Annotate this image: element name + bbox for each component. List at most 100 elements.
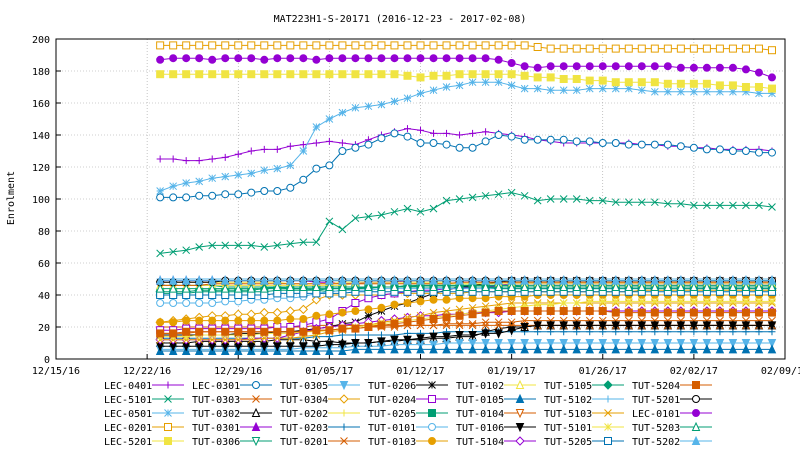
data-point: [715, 281, 725, 291]
data-point: [624, 281, 634, 291]
data-point: [221, 153, 229, 161]
data-point: [455, 81, 464, 90]
data-point: [455, 143, 464, 152]
legend-entry-tut-5101: TUT-5101: [544, 423, 624, 434]
data-point: [663, 308, 672, 317]
data-point: [767, 275, 777, 285]
data-point: [559, 44, 568, 53]
data-point: [416, 41, 425, 50]
legend-marker: [339, 394, 349, 404]
data-point: [221, 241, 230, 250]
data-point: [442, 275, 451, 285]
data-point: [663, 275, 673, 285]
legend-entry-tut-0105: TUT-0105: [456, 393, 536, 406]
data-point: [260, 55, 269, 64]
data-point: [286, 315, 295, 323]
data-point: [702, 44, 711, 53]
data-point: [754, 275, 764, 285]
data-point: [325, 275, 334, 285]
data-point: [247, 188, 256, 197]
legend-marker: [164, 409, 172, 417]
data-point: [702, 339, 712, 349]
data-point: [611, 198, 620, 207]
data-point: [768, 297, 776, 306]
data-point: [507, 132, 516, 141]
data-point: [208, 55, 217, 64]
data-point: [677, 297, 685, 306]
data-point: [325, 161, 334, 170]
data-point: [234, 316, 243, 325]
data-point: [311, 295, 322, 305]
data-point: [364, 331, 372, 339]
data-point: [429, 71, 438, 80]
data-point: [494, 70, 503, 79]
series-lec-0201: [156, 41, 776, 55]
data-point: [533, 275, 542, 285]
data-point: [260, 166, 269, 175]
data-point: [312, 238, 321, 247]
data-point: [703, 297, 711, 306]
legend-label: LEC-5101: [104, 395, 152, 406]
data-point: [611, 62, 620, 71]
data-point: [182, 299, 191, 307]
data-point: [169, 70, 178, 79]
data-point: [611, 344, 621, 354]
data-point: [481, 281, 490, 291]
legend-entry-tut-0106: TUT-0106: [456, 423, 536, 434]
data-point: [195, 316, 204, 325]
legend-label: TUT-0306: [192, 437, 240, 448]
data-point: [442, 319, 451, 328]
data-point: [546, 339, 555, 349]
data-point: [390, 41, 399, 50]
data-point: [650, 198, 659, 207]
data-point: [728, 281, 738, 291]
legend-marker: [692, 395, 700, 403]
legend-label: TUT-0205: [368, 409, 416, 420]
legend-entry-tut-0104: TUT-0104: [456, 409, 536, 420]
data-point: [663, 281, 673, 291]
legend-marker: [340, 409, 348, 417]
y-axis-label: Enrolment: [6, 171, 17, 225]
data-point: [220, 283, 230, 293]
data-point: [533, 135, 542, 144]
data-point: [598, 281, 608, 291]
data-point: [637, 321, 647, 331]
legend-marker: [164, 437, 172, 445]
y-tick-label: 200: [32, 35, 50, 46]
data-point: [716, 297, 724, 306]
data-point: [325, 281, 334, 291]
data-point: [507, 59, 516, 67]
data-point: [325, 41, 334, 50]
data-point: [169, 193, 178, 202]
data-point: [286, 275, 295, 285]
legend-entry-tut-0301: TUT-0301: [192, 421, 272, 434]
data-point: [260, 187, 269, 195]
data-point: [194, 275, 204, 285]
legend-entry-tut-0302: TUT-0302: [192, 407, 272, 420]
data-point: [572, 299, 581, 307]
data-point: [403, 94, 412, 103]
data-point: [637, 339, 647, 349]
legend-marker: [340, 423, 348, 431]
data-point: [533, 300, 542, 309]
data-point: [572, 62, 581, 71]
x-tick-label: 02/02/17: [670, 366, 718, 377]
data-point: [442, 321, 451, 330]
data-point: [768, 203, 776, 211]
data-point: [702, 145, 711, 154]
data-point: [207, 275, 217, 285]
data-point: [456, 131, 464, 139]
data-point: [559, 321, 568, 331]
data-point: [286, 183, 295, 192]
data-point: [351, 103, 360, 112]
data-point: [182, 41, 191, 50]
data-point: [325, 345, 334, 355]
data-point: [533, 281, 542, 291]
data-point: [494, 55, 503, 64]
x-tick-label: 01/19/17: [488, 366, 536, 377]
data-point: [520, 339, 529, 349]
data-point: [195, 243, 204, 251]
data-point: [585, 76, 594, 85]
data-point: [390, 97, 399, 106]
data-point: [663, 79, 672, 88]
